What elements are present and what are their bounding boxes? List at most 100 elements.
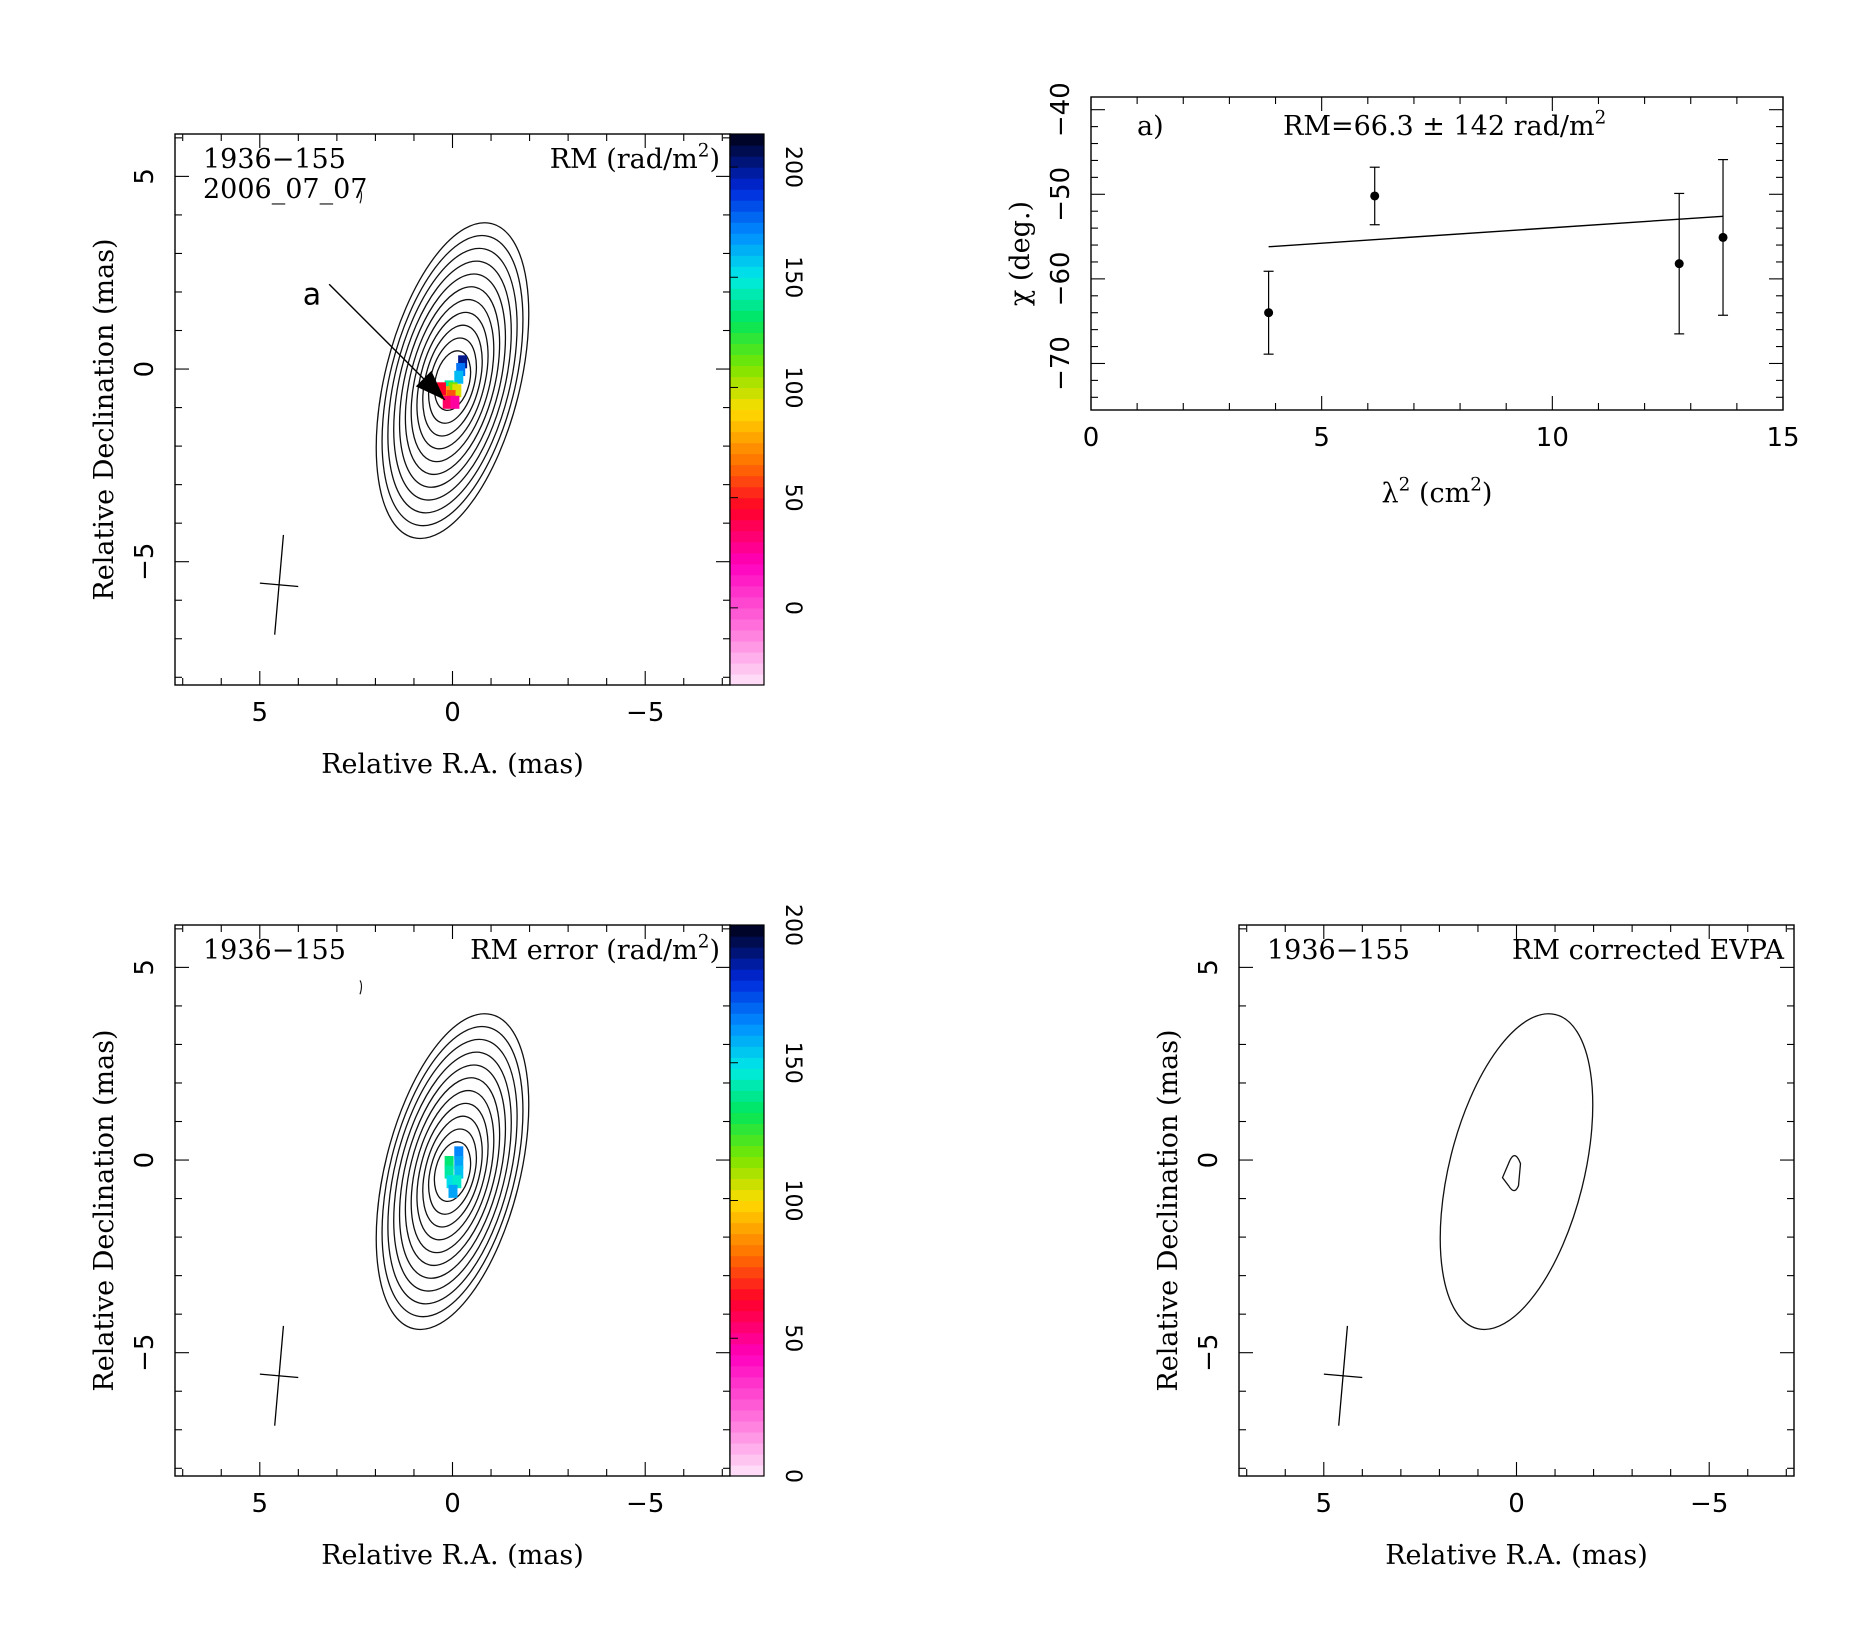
colorbar-step: [730, 321, 764, 333]
color-pixel: [450, 395, 460, 409]
superscript: 2: [698, 932, 710, 953]
colorbar-step: [730, 200, 764, 212]
annotation-label: a: [303, 277, 321, 312]
colorbar-step: [730, 1266, 764, 1279]
epoch-label: 2006_07_07: [203, 174, 367, 205]
contour-level: [416, 1102, 489, 1241]
colorbar-step: [730, 1211, 764, 1224]
colorbar-step: [730, 991, 764, 1003]
colorbar-step: [730, 310, 764, 322]
contours: [1439, 1013, 1594, 1331]
colorbar-step: [730, 354, 764, 367]
colorbar-step: [730, 288, 764, 300]
color-pixels: [436, 355, 468, 409]
beam-cross: [259, 534, 299, 635]
colorbar-step: [730, 596, 764, 609]
colorbar-step: [730, 1244, 764, 1257]
colorbar-step: [730, 1431, 764, 1444]
x-tick-label: −5: [626, 698, 664, 728]
color-pixel: [442, 395, 452, 409]
text-span: λ: [1382, 478, 1399, 509]
contour-level: [427, 1128, 478, 1215]
colorbar-tick-label: 150: [780, 1042, 805, 1084]
beam-cross: [259, 1325, 299, 1426]
y-tick-label: −5: [1194, 1334, 1224, 1372]
colorbar-step: [730, 1123, 764, 1135]
quantity-label: RM corrected EVPA: [1512, 935, 1784, 966]
colorbar-step: [730, 1376, 764, 1389]
color-pixel: [436, 382, 446, 396]
colorbar-step: [730, 244, 764, 256]
colorbar-step: [730, 442, 764, 455]
x-tick-label: 5: [1313, 423, 1330, 453]
noise-contour: [359, 189, 363, 204]
superscript: 2: [1595, 108, 1607, 129]
colorbar-step: [730, 1453, 764, 1466]
colorbar-step: [730, 431, 764, 444]
x-tick-label: −5: [626, 1489, 664, 1519]
colorbar-step: [730, 332, 764, 344]
fit-result-label: RM=66.3 ± 142 rad/m2: [1283, 108, 1606, 142]
source-name-label: 1936−155: [203, 144, 346, 175]
text-span: (cm: [1410, 478, 1470, 509]
x-tick-label: 0: [1508, 1489, 1525, 1519]
contour-level: [375, 1013, 530, 1331]
beam-minor-axis: [259, 582, 299, 588]
colorbar-step: [730, 640, 764, 653]
colorbar: 0 50 100 150 200: [729, 133, 805, 686]
contour-level: [433, 350, 472, 412]
colorbar-tick-label: 0: [780, 601, 805, 615]
contour-level: [422, 324, 483, 437]
colorbar-tick-label: 50: [780, 1324, 805, 1352]
colorbar-step: [730, 1354, 764, 1367]
color-pixels: [444, 1146, 464, 1198]
colorbar-tick-label: 100: [780, 1180, 805, 1222]
contour-level: [381, 234, 524, 527]
colorbar-step: [730, 189, 764, 201]
colorbar-step: [730, 365, 764, 378]
y-tick-label: −60: [1046, 251, 1076, 306]
text-span: ): [709, 935, 720, 966]
fit-line: [1268, 215, 1724, 248]
tick-marks: [175, 925, 730, 1476]
superscript: 2: [1470, 475, 1482, 496]
tick-marks: [175, 134, 730, 685]
colorbar-step: [730, 1332, 764, 1345]
y-tick-label: −50: [1046, 167, 1076, 222]
y-tick-label: 5: [130, 168, 160, 185]
colorbar-step: [730, 1409, 764, 1422]
color-pixel: [448, 1184, 458, 1198]
colorbar-step: [730, 541, 764, 554]
x-axis-label: λ2 (cm2): [1382, 475, 1493, 509]
colorbar-step: [730, 662, 764, 675]
colorbar-step: [730, 1464, 764, 1477]
color-pixel: [452, 1175, 462, 1189]
colorbar-step: [730, 255, 764, 267]
contour-level: [1439, 1013, 1594, 1331]
x-tick-label: −5: [1690, 1489, 1728, 1519]
y-tick-label: −40: [1046, 82, 1076, 137]
colorbar-tick-label: 0: [780, 1469, 805, 1483]
contour-level: [398, 1064, 507, 1279]
colorbar-step: [730, 1442, 764, 1455]
annotation-arrowhead: [415, 370, 445, 400]
contour-level: [393, 1051, 512, 1292]
colorbar-step: [730, 1046, 764, 1058]
colorbar-step: [730, 530, 764, 543]
colorbar-step: [730, 607, 764, 620]
text-span: ): [1482, 478, 1493, 509]
colorbar-step: [730, 1079, 764, 1091]
colorbar-step: [730, 1288, 764, 1301]
colorbar-step: [730, 1134, 764, 1146]
colorbar-step: [730, 145, 764, 157]
colorbar-step: [730, 420, 764, 433]
contour-level: [433, 1141, 472, 1203]
beam-minor-axis: [259, 1373, 299, 1379]
colorbar-step: [730, 409, 764, 422]
colorbar-step: [730, 508, 764, 521]
colorbar-step: [730, 1255, 764, 1268]
color-pixel: [454, 370, 464, 384]
